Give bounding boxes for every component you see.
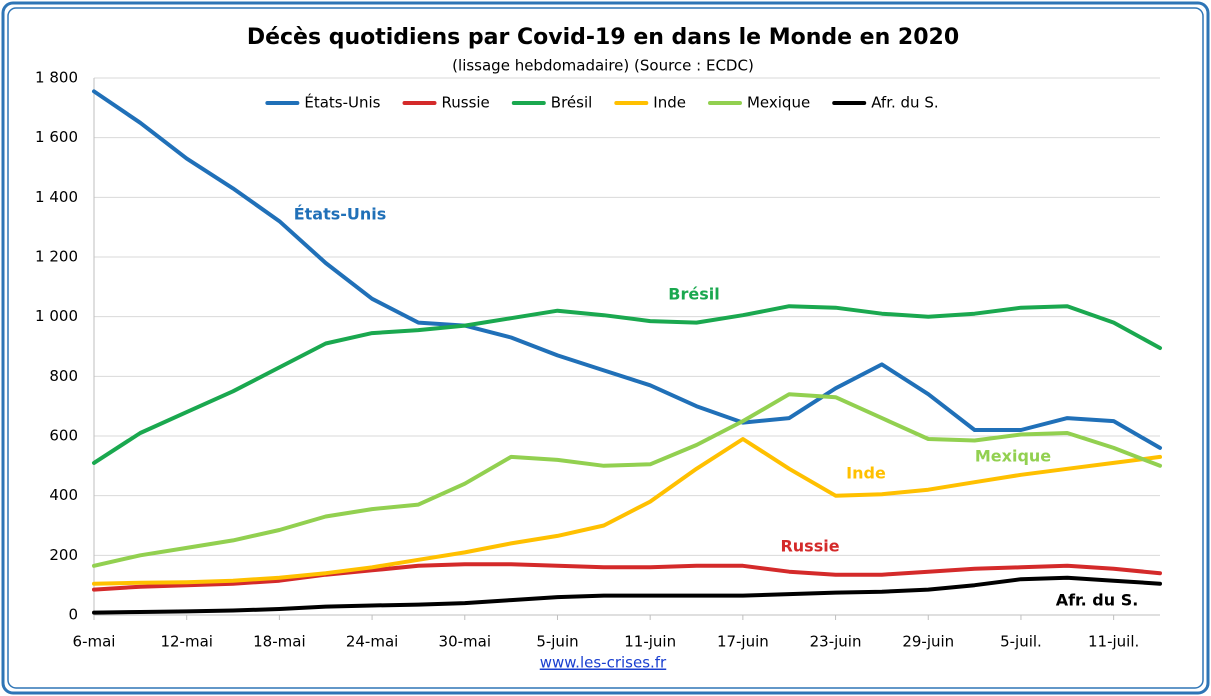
frame-inner <box>7 7 1204 689</box>
x-tick-label: 11-juil. <box>1088 633 1139 651</box>
x-tick-label: 5-juil. <box>1000 633 1042 651</box>
y-tick-label: 1 200 <box>35 248 78 266</box>
annotation: Russie <box>780 537 839 556</box>
annotation: Afr. du S. <box>1056 591 1139 610</box>
legend-label: Brésil <box>551 94 593 112</box>
y-tick-label: 0 <box>68 606 78 624</box>
x-tick-label: 6-mai <box>73 633 116 651</box>
y-tick-label: 600 <box>49 427 78 445</box>
y-tick-label: 1 000 <box>35 307 78 325</box>
x-tick-label: 12-mai <box>160 633 212 651</box>
annotation: Mexique <box>975 447 1051 466</box>
y-tick-label: 1 800 <box>35 69 78 87</box>
series-line <box>92 392 1162 568</box>
source-link[interactable]: www.les-crises.fr <box>540 654 667 672</box>
series-line <box>92 575 1162 615</box>
x-tick-label: 11-juin <box>624 633 676 651</box>
x-tick-label: 24-mai <box>346 633 398 651</box>
x-tick-label: 29-juin <box>902 633 954 651</box>
series-line <box>92 437 1162 586</box>
y-tick-label: 800 <box>49 367 78 385</box>
chart-subtitle: (lissage hebdomadaire) (Source : ECDC) <box>452 57 754 75</box>
y-tick-label: 200 <box>49 546 78 564</box>
legend-label: Russie <box>442 94 490 112</box>
x-tick-label: 18-mai <box>253 633 305 651</box>
y-tick-label: 400 <box>49 486 78 504</box>
annotation: États-Unis <box>294 205 387 224</box>
x-tick-label: 30-mai <box>439 633 491 651</box>
y-tick-label: 1 400 <box>35 188 78 206</box>
annotation: Brésil <box>668 285 719 304</box>
annotation: Inde <box>846 464 886 483</box>
series-line <box>92 304 1162 465</box>
legend-label: Afr. du S. <box>871 94 938 112</box>
series-line <box>92 89 1162 450</box>
legend-label: Inde <box>653 94 686 112</box>
x-tick-label: 23-juin <box>810 633 862 651</box>
series-line <box>92 562 1162 592</box>
legend-label: Mexique <box>747 94 810 112</box>
y-tick-label: 1 600 <box>35 128 78 146</box>
x-tick-label: 5-juin <box>536 633 578 651</box>
chart-title: Décès quotidiens par Covid-19 en dans le… <box>247 25 959 50</box>
x-tick-label: 17-juin <box>717 633 769 651</box>
legend-label: États-Unis <box>304 93 380 112</box>
